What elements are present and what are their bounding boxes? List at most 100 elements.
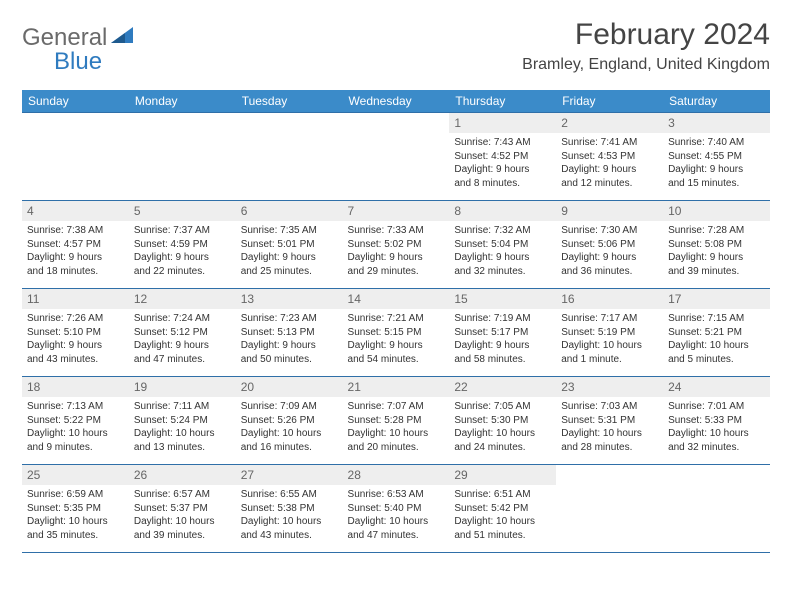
day-number: 23 [556, 377, 663, 397]
daylight-text: Daylight: 10 hours [134, 427, 231, 441]
day-number: 18 [22, 377, 129, 397]
daylight-text: and 51 minutes. [454, 529, 551, 543]
sunset-text: Sunset: 5:15 PM [348, 326, 445, 340]
day-cell: 8Sunrise: 7:32 AMSunset: 5:04 PMDaylight… [449, 201, 556, 289]
day-cell: 16Sunrise: 7:17 AMSunset: 5:19 PMDayligh… [556, 289, 663, 377]
day-cell: 7Sunrise: 7:33 AMSunset: 5:02 PMDaylight… [343, 201, 450, 289]
daylight-text: Daylight: 10 hours [668, 427, 765, 441]
daylight-text: and 29 minutes. [348, 265, 445, 279]
day-number: 19 [129, 377, 236, 397]
daylight-text: and 50 minutes. [241, 353, 338, 367]
sunrise-text: Sunrise: 7:05 AM [454, 400, 551, 414]
sunrise-text: Sunrise: 7:24 AM [134, 312, 231, 326]
sunrise-text: Sunrise: 7:17 AM [561, 312, 658, 326]
sunset-text: Sunset: 5:31 PM [561, 414, 658, 428]
sunset-text: Sunset: 5:38 PM [241, 502, 338, 516]
daylight-text: Daylight: 10 hours [27, 515, 124, 529]
sunset-text: Sunset: 5:35 PM [27, 502, 124, 516]
day-cell: 2Sunrise: 7:41 AMSunset: 4:53 PMDaylight… [556, 113, 663, 201]
sunrise-text: Sunrise: 7:41 AM [561, 136, 658, 150]
sunset-text: Sunset: 4:57 PM [27, 238, 124, 252]
day-number: 14 [343, 289, 450, 309]
sunrise-text: Sunrise: 7:01 AM [668, 400, 765, 414]
sunrise-text: Sunrise: 6:53 AM [348, 488, 445, 502]
day-number: 25 [22, 465, 129, 485]
weekday-header: Friday [556, 90, 663, 113]
sunset-text: Sunset: 5:12 PM [134, 326, 231, 340]
daylight-text: Daylight: 9 hours [668, 251, 765, 265]
day-number: 29 [449, 465, 556, 485]
daylight-text: Daylight: 9 hours [27, 339, 124, 353]
daylight-text: and 43 minutes. [241, 529, 338, 543]
sunrise-text: Sunrise: 7:23 AM [241, 312, 338, 326]
week-row: 1Sunrise: 7:43 AMSunset: 4:52 PMDaylight… [22, 113, 770, 201]
sunrise-text: Sunrise: 6:55 AM [241, 488, 338, 502]
daylight-text: and 32 minutes. [454, 265, 551, 279]
daylight-text: and 9 minutes. [27, 441, 124, 455]
daylight-text: Daylight: 10 hours [241, 427, 338, 441]
daylight-text: Daylight: 9 hours [561, 163, 658, 177]
sunrise-text: Sunrise: 7:15 AM [668, 312, 765, 326]
daylight-text: and 12 minutes. [561, 177, 658, 191]
sunrise-text: Sunrise: 7:09 AM [241, 400, 338, 414]
day-cell [556, 465, 663, 553]
day-number: 8 [449, 201, 556, 221]
daylight-text: and 54 minutes. [348, 353, 445, 367]
sunrise-text: Sunrise: 7:19 AM [454, 312, 551, 326]
day-cell [236, 113, 343, 201]
daylight-text: and 15 minutes. [668, 177, 765, 191]
daylight-text: and 39 minutes. [668, 265, 765, 279]
daylight-text: Daylight: 10 hours [241, 515, 338, 529]
sunrise-text: Sunrise: 7:43 AM [454, 136, 551, 150]
day-cell: 23 Sunrise: 7:03 AMSunset: 5:31 PMDayligh… [556, 377, 663, 465]
day-cell [343, 113, 450, 201]
daylight-text: Daylight: 9 hours [348, 339, 445, 353]
sunset-text: Sunset: 5:17 PM [454, 326, 551, 340]
day-number: 3 [663, 113, 770, 133]
day-cell: 6Sunrise: 7:35 AMSunset: 5:01 PMDaylight… [236, 201, 343, 289]
sunrise-text: Sunrise: 7:30 AM [561, 224, 658, 238]
daylight-text: and 16 minutes. [241, 441, 338, 455]
day-number: 15 [449, 289, 556, 309]
sunrise-text: Sunrise: 7:37 AM [134, 224, 231, 238]
day-cell: 20Sunrise: 7:09 AMSunset: 5:26 PMDayligh… [236, 377, 343, 465]
day-cell: 26Sunrise: 6:57 AMSunset: 5:37 PMDayligh… [129, 465, 236, 553]
day-cell: 3Sunrise: 7:40 AMSunset: 4:55 PMDaylight… [663, 113, 770, 201]
daylight-text: and 24 minutes. [454, 441, 551, 455]
daylight-text: Daylight: 10 hours [348, 427, 445, 441]
sunrise-text: Sunrise: 7:03 AM [561, 400, 658, 414]
sunset-text: Sunset: 5:04 PM [454, 238, 551, 252]
sunrise-text: Sunrise: 6:51 AM [454, 488, 551, 502]
day-number: 1 [449, 113, 556, 133]
day-cell: 17Sunrise: 7:15 AMSunset: 5:21 PMDayligh… [663, 289, 770, 377]
sunrise-text: Sunrise: 7:26 AM [27, 312, 124, 326]
weekday-header: Monday [129, 90, 236, 113]
daylight-text: and 58 minutes. [454, 353, 551, 367]
daylight-text: and 13 minutes. [134, 441, 231, 455]
sunset-text: Sunset: 5:37 PM [134, 502, 231, 516]
sunrise-text: Sunrise: 7:40 AM [668, 136, 765, 150]
daylight-text: and 39 minutes. [134, 529, 231, 543]
daylight-text: Daylight: 9 hours [454, 251, 551, 265]
day-cell: 1Sunrise: 7:43 AMSunset: 4:52 PMDaylight… [449, 113, 556, 201]
day-cell: 27Sunrise: 6:55 AMSunset: 5:38 PMDayligh… [236, 465, 343, 553]
daylight-text: Daylight: 9 hours [668, 163, 765, 177]
day-cell: 29Sunrise: 6:51 AMSunset: 5:42 PMDayligh… [449, 465, 556, 553]
day-cell: 14Sunrise: 7:21 AMSunset: 5:15 PMDayligh… [343, 289, 450, 377]
day-cell: 19 Sunrise: 7:11 AMSunset: 5:24 PMDayligh… [129, 377, 236, 465]
sunset-text: Sunset: 5:22 PM [27, 414, 124, 428]
daylight-text: and 47 minutes. [134, 353, 231, 367]
daylight-text: Daylight: 10 hours [27, 427, 124, 441]
daylight-text: and 47 minutes. [348, 529, 445, 543]
day-number: 16 [556, 289, 663, 309]
sunrise-text: Sunrise: 6:57 AM [134, 488, 231, 502]
day-cell [663, 465, 770, 553]
daylight-text: and 1 minute. [561, 353, 658, 367]
sunset-text: Sunset: 5:08 PM [668, 238, 765, 252]
sunrise-text: Sunrise: 7:28 AM [668, 224, 765, 238]
daylight-text: Daylight: 9 hours [454, 163, 551, 177]
sunset-text: Sunset: 5:24 PM [134, 414, 231, 428]
weekday-header: Wednesday [343, 90, 450, 113]
sunrise-text: Sunrise: 7:11 AM [134, 400, 231, 414]
daylight-text: Daylight: 10 hours [561, 427, 658, 441]
